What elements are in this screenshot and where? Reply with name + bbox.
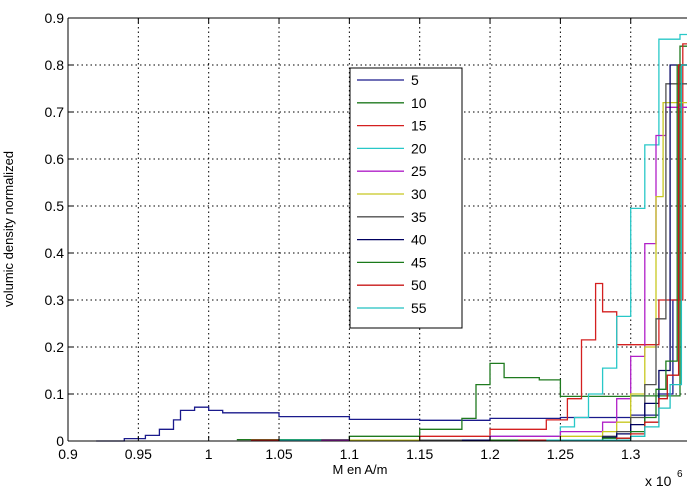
legend-label-55: 55 [411,300,427,316]
x-tick-label: 1.05 [265,446,292,462]
axis-ticks [67,17,632,442]
legend-items: 5 10 15 20 25 30 35 40 45 50 55 [357,72,427,316]
series-line-45 [490,64,687,441]
y-tick-label: 0.7 [45,104,65,120]
x-tick-label: 1.2 [480,446,500,462]
legend-label-15: 15 [411,118,427,134]
x-tick-label: 1.25 [547,446,574,462]
x-multiplier: x 10 6 [645,469,683,489]
x-tick-label: 1.1 [340,446,360,462]
series-line-40 [461,64,687,441]
legend-label-5: 5 [411,72,419,88]
legend-label-40: 40 [411,232,427,248]
x-tick-label: 0.9 [58,446,78,462]
series-line-30 [349,101,687,441]
x-multiplier-label: x 10 [645,473,672,489]
y-tick-label: 0 [56,433,64,449]
legend-label-45: 45 [411,254,427,270]
legend-label-10: 10 [411,95,427,111]
x-tick-label: 1.15 [406,446,433,462]
y-tick-label: 0.2 [45,339,65,355]
x-tick-label: 1 [205,446,213,462]
legend: 5 10 15 20 25 30 35 40 45 50 55 [349,67,463,329]
y-tick-label: 0.3 [45,292,65,308]
x-tick-label: 0.95 [125,446,152,462]
legend-label-35: 35 [411,209,427,225]
legend-label-30: 30 [411,186,427,202]
x-tick-label: 1.3 [621,446,641,462]
y-tick-label: 0.9 [45,10,65,26]
x-axis-label: M en A/m [333,462,388,477]
y-tick-label: 0.8 [45,57,65,73]
series-line-25 [321,106,687,441]
x-multiplier-exponent: 6 [677,469,683,480]
legend-label-25: 25 [411,163,427,179]
legend-label-50: 50 [411,277,427,293]
series-line-50 [518,64,687,441]
series-lines [96,33,687,442]
y-axis-label: volumic density normalized [1,151,16,307]
y-tick-label: 0.4 [45,245,65,261]
y-tick-label: 0.1 [45,386,65,402]
series-line-15 [250,43,687,441]
y-tick-label: 0.5 [45,198,65,214]
legend-label-20: 20 [411,140,427,156]
y-tick-label: 0.6 [45,151,65,167]
legend-box [349,67,463,329]
series-line-35 [419,83,687,441]
